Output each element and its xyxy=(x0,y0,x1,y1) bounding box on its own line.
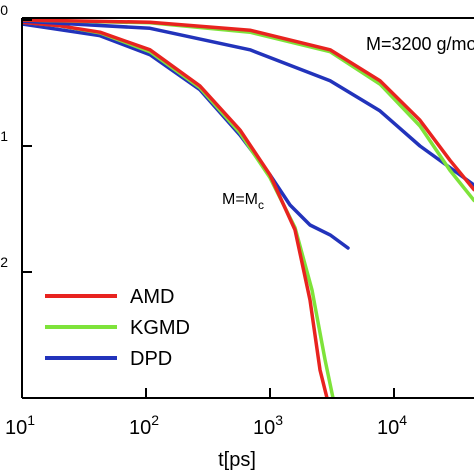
annotation: M=3200 g/mol xyxy=(366,34,474,54)
y-tick-label: 100 xyxy=(0,2,8,29)
x-tick-exponent: 2 xyxy=(151,412,159,428)
x-tick-base: 10 xyxy=(377,417,399,439)
y-tick-exponent: 0 xyxy=(0,2,8,18)
x-tick-exponent: 4 xyxy=(399,412,407,428)
annotation-sub: c xyxy=(258,198,264,212)
y-tick-exponent: -1 xyxy=(0,128,8,144)
y-tick-label: 10-2 xyxy=(0,254,8,281)
annotation: M=Mc xyxy=(222,191,264,212)
y-tick-exponent: -2 xyxy=(0,254,8,270)
legend-label: AMD xyxy=(130,286,174,308)
x-tick-label: 104 xyxy=(377,412,407,439)
annotation-main: M=M xyxy=(222,191,258,208)
x-tick-label: 101 xyxy=(5,412,35,439)
curve xyxy=(22,22,350,250)
legend-label: DPD xyxy=(130,348,172,370)
x-tick-exponent: 3 xyxy=(275,412,283,428)
curve xyxy=(22,18,474,192)
curve xyxy=(22,20,329,398)
x-tick-base: 10 xyxy=(129,417,151,439)
x-tick-label: 102 xyxy=(129,412,159,439)
curve xyxy=(22,19,474,187)
x-tick-label: 103 xyxy=(253,412,283,439)
y-tick-label: 10-1 xyxy=(0,128,8,155)
x-tick-base: 10 xyxy=(253,417,275,439)
x-tick-exponent: 1 xyxy=(27,412,35,428)
x-tick-base: 10 xyxy=(5,417,27,439)
legend-label: KGMD xyxy=(130,317,190,339)
plot-area xyxy=(22,18,474,398)
x-axis-label: t[ps] xyxy=(218,449,256,471)
